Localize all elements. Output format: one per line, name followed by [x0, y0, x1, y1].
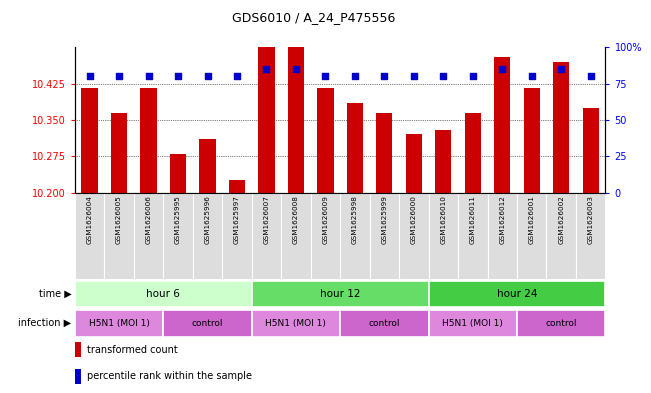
Bar — [75, 310, 163, 336]
Bar — [252, 281, 428, 307]
Text: GSM1626004: GSM1626004 — [87, 195, 92, 244]
Bar — [134, 193, 163, 279]
Text: GSM1626006: GSM1626006 — [146, 195, 152, 244]
Point — [556, 66, 566, 72]
Text: control: control — [368, 319, 400, 328]
Point — [114, 73, 124, 79]
Bar — [281, 193, 311, 279]
Text: hour 24: hour 24 — [497, 289, 537, 299]
Text: H5N1 (MOI 1): H5N1 (MOI 1) — [266, 319, 326, 328]
Text: GSM1626000: GSM1626000 — [411, 195, 417, 244]
Bar — [347, 103, 363, 193]
Text: control: control — [192, 319, 223, 328]
Point — [320, 73, 331, 79]
Text: GSM1626009: GSM1626009 — [322, 195, 328, 244]
Text: GSM1626005: GSM1626005 — [116, 195, 122, 244]
Bar — [193, 193, 222, 279]
Bar — [428, 281, 605, 307]
Text: hour 6: hour 6 — [146, 289, 180, 299]
Point — [409, 73, 419, 79]
Text: GSM1626008: GSM1626008 — [293, 195, 299, 244]
Bar — [252, 193, 281, 279]
Bar — [163, 193, 193, 279]
Text: control: control — [546, 319, 577, 328]
Bar — [288, 47, 304, 193]
Text: H5N1 (MOI 1): H5N1 (MOI 1) — [442, 319, 503, 328]
Bar — [340, 193, 370, 279]
Bar — [406, 134, 422, 193]
Point — [527, 73, 537, 79]
Point — [291, 66, 301, 72]
Point — [202, 73, 213, 79]
Bar — [428, 193, 458, 279]
Bar — [317, 88, 333, 193]
Point — [232, 73, 242, 79]
Point — [85, 73, 95, 79]
Bar — [494, 57, 510, 193]
Bar — [465, 112, 481, 193]
Bar — [229, 180, 245, 193]
Bar — [523, 88, 540, 193]
Text: GSM1626011: GSM1626011 — [470, 195, 476, 244]
Bar — [75, 369, 81, 384]
Point — [467, 73, 478, 79]
Bar — [81, 88, 98, 193]
Text: hour 12: hour 12 — [320, 289, 361, 299]
Bar — [546, 193, 576, 279]
Bar — [399, 193, 428, 279]
Bar — [376, 112, 393, 193]
Bar — [340, 310, 428, 336]
Point — [173, 73, 183, 79]
Bar — [583, 108, 599, 193]
Text: H5N1 (MOI 1): H5N1 (MOI 1) — [89, 319, 150, 328]
Text: transformed count: transformed count — [87, 345, 177, 355]
Bar — [258, 47, 275, 193]
Bar — [104, 193, 134, 279]
Bar — [517, 193, 546, 279]
Bar — [428, 310, 517, 336]
Text: GSM1626010: GSM1626010 — [440, 195, 447, 244]
Text: infection ▶: infection ▶ — [18, 318, 72, 328]
Bar — [222, 193, 252, 279]
Point — [585, 73, 596, 79]
Bar — [75, 281, 252, 307]
Point — [143, 73, 154, 79]
Text: percentile rank within the sample: percentile rank within the sample — [87, 371, 251, 381]
Bar — [488, 193, 517, 279]
Bar — [311, 193, 340, 279]
Bar — [163, 310, 252, 336]
Text: GSM1625995: GSM1625995 — [175, 195, 181, 244]
Bar — [75, 342, 81, 357]
Point — [350, 73, 360, 79]
Bar — [576, 193, 605, 279]
Text: GSM1626003: GSM1626003 — [588, 195, 594, 244]
Text: GSM1626001: GSM1626001 — [529, 195, 534, 244]
Bar — [458, 193, 488, 279]
Bar — [553, 62, 570, 193]
Bar — [111, 112, 127, 193]
Bar — [199, 139, 215, 193]
Bar — [141, 88, 157, 193]
Text: GSM1625999: GSM1625999 — [381, 195, 387, 244]
Bar — [170, 154, 186, 193]
Bar — [370, 193, 399, 279]
Text: GSM1626012: GSM1626012 — [499, 195, 505, 244]
Text: GSM1625998: GSM1625998 — [352, 195, 358, 244]
Bar — [252, 310, 340, 336]
Text: time ▶: time ▶ — [39, 289, 72, 299]
Text: GDS6010 / A_24_P475556: GDS6010 / A_24_P475556 — [232, 11, 396, 24]
Point — [379, 73, 389, 79]
Text: GSM1625996: GSM1625996 — [204, 195, 210, 244]
Bar — [436, 130, 451, 193]
Point — [497, 66, 508, 72]
Bar — [75, 193, 104, 279]
Text: GSM1625997: GSM1625997 — [234, 195, 240, 244]
Bar — [517, 310, 605, 336]
Point — [261, 66, 271, 72]
Text: GSM1626007: GSM1626007 — [264, 195, 270, 244]
Point — [438, 73, 449, 79]
Text: GSM1626002: GSM1626002 — [558, 195, 564, 244]
